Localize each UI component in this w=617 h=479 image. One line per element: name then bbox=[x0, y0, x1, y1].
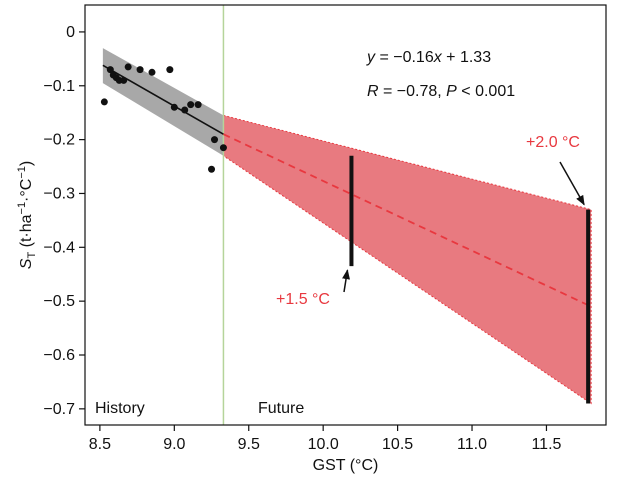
y-label-unit-sup1: −1 bbox=[16, 202, 28, 215]
y-tick-label: −0.6 bbox=[43, 347, 75, 364]
future-label: Future bbox=[258, 400, 304, 417]
x-tick-label: 10.0 bbox=[308, 436, 339, 453]
y-axis-label: ST (t·ha−1·°C−1) bbox=[16, 161, 38, 269]
fit-line bbox=[102, 64, 224, 135]
equation-eq: = −0.16 bbox=[375, 49, 434, 66]
bands-layer bbox=[102, 48, 592, 405]
x-tick-label: 11.0 bbox=[457, 436, 487, 453]
y-label-unit-prefix: (t·ha bbox=[18, 214, 35, 251]
data-point bbox=[170, 103, 178, 111]
warming-bars-layer bbox=[349, 155, 591, 404]
data-point bbox=[120, 76, 128, 84]
projection-line bbox=[223, 133, 592, 308]
y-label-subscript: T bbox=[26, 252, 38, 259]
x-axis-ticks: 8.5 9.0 9.5 10.0 10.5 11.0 11.5 bbox=[89, 425, 562, 453]
warming-label-2-0: +2.0 °C bbox=[526, 134, 580, 151]
data-point bbox=[187, 101, 195, 109]
history-label: History bbox=[95, 400, 145, 417]
regression-equation: y = −0.16x + 1.33 bbox=[366, 49, 491, 66]
y-label-unit-suffix: ) bbox=[18, 161, 35, 166]
y-label-symbol: S bbox=[18, 258, 35, 269]
data-point bbox=[194, 101, 202, 109]
x-tick-label: 10.5 bbox=[382, 436, 413, 453]
data-point bbox=[100, 98, 108, 106]
y-axis-ticks: 0 −0.1 −0.2 −0.3 −0.4 −0.5 −0.6 −0.7 bbox=[43, 24, 85, 418]
y-tick-label: −0.5 bbox=[43, 293, 75, 310]
x-axis-label: GST (°C) bbox=[313, 457, 379, 474]
stats-r-value: = −0.78, bbox=[379, 83, 447, 100]
data-point bbox=[211, 136, 219, 144]
x-tick-label: 11.5 bbox=[531, 436, 561, 453]
stats-r: R bbox=[367, 83, 379, 100]
data-point bbox=[136, 66, 144, 74]
data-point bbox=[181, 106, 189, 114]
plot-frame bbox=[84, 4, 607, 426]
data-point bbox=[208, 165, 216, 173]
x-tick-label: 8.5 bbox=[89, 436, 111, 453]
stats-p-value: < 0.001 bbox=[457, 83, 515, 100]
projection-band bbox=[222, 114, 592, 405]
arrow-2-0 bbox=[559, 161, 585, 206]
points-layer bbox=[100, 63, 227, 173]
data-point bbox=[124, 63, 132, 71]
y-tick-label: −0.7 bbox=[43, 401, 75, 418]
y-tick-label: −0.2 bbox=[43, 132, 75, 149]
y-tick-label: −0.3 bbox=[43, 185, 75, 202]
equation-rest: + 1.33 bbox=[442, 49, 491, 66]
lines-layer bbox=[102, 64, 592, 308]
confidence-band bbox=[102, 48, 224, 156]
data-point bbox=[166, 66, 174, 74]
y-label-unit-sup2: −1 bbox=[16, 166, 28, 179]
stats-p: P bbox=[446, 83, 457, 100]
regression-stats: R = −0.78, P < 0.001 bbox=[367, 83, 515, 100]
data-point bbox=[148, 68, 156, 76]
y-tick-label: −0.1 bbox=[43, 78, 75, 95]
equation-x: x bbox=[433, 49, 443, 66]
arrow-1-5 bbox=[342, 269, 350, 293]
x-tick-label: 9.5 bbox=[238, 436, 260, 453]
data-point bbox=[106, 66, 114, 74]
y-label-unit-mid: ·°C bbox=[18, 179, 35, 202]
equation-y: y bbox=[366, 49, 376, 66]
y-tick-label: 0 bbox=[66, 24, 75, 41]
data-point bbox=[219, 144, 227, 152]
y-tick-label: −0.4 bbox=[43, 239, 75, 256]
warming-label-1-5: +1.5 °C bbox=[276, 291, 330, 308]
x-tick-label: 9.0 bbox=[163, 436, 185, 453]
